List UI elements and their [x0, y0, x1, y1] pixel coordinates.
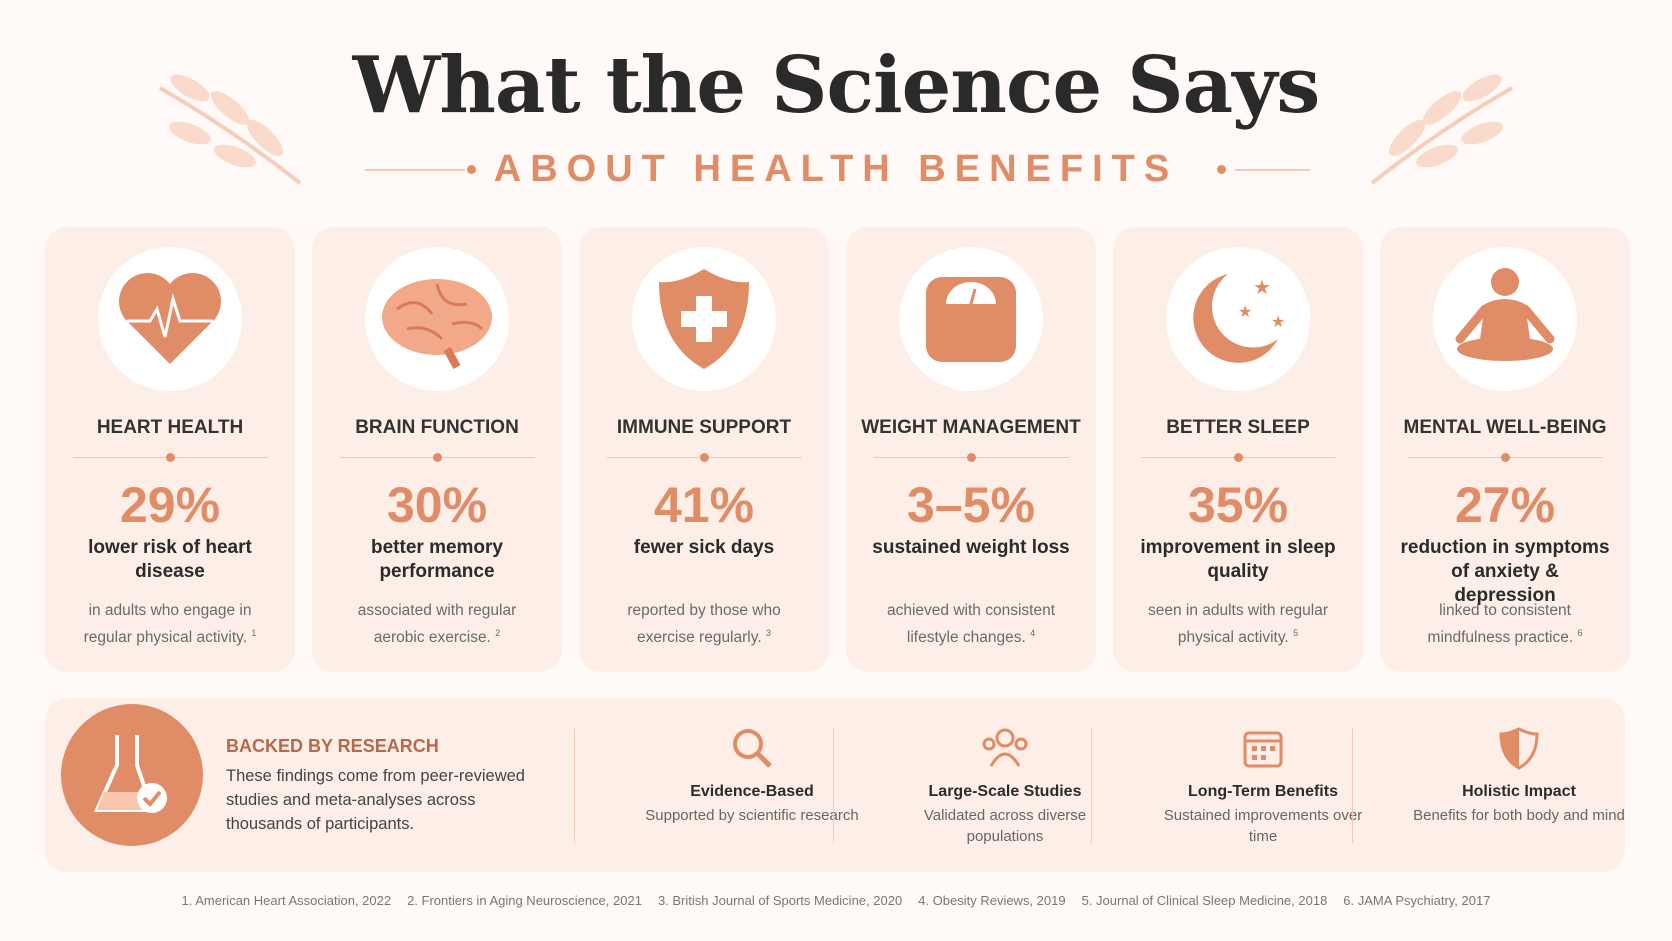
separator	[833, 728, 834, 843]
stat: 3–5%	[907, 477, 1035, 533]
divider	[1235, 169, 1310, 171]
reference: 4. Obesity Reviews, 2019	[918, 893, 1066, 908]
detail-text: associated with regular aerobic exercise…	[357, 602, 517, 647]
svg-text:★: ★	[1271, 314, 1285, 331]
stat: 35%	[1187, 477, 1289, 533]
dot	[467, 165, 476, 174]
detail-text: linked to consistent mindfulness practic…	[1427, 602, 1574, 647]
reference: 5. Journal of Clinical Sleep Medicine, 2…	[1081, 893, 1328, 908]
reference: 1. American Heart Association, 2022	[181, 893, 392, 908]
reference: 2. Frontiers in Aging Neuroscience, 2021	[407, 893, 642, 908]
research-title: BACKED BY RESEARCH	[226, 736, 439, 756]
card-title: MENTAL WELL-BEING	[1403, 417, 1607, 438]
card-title: HEART HEALTH	[96, 417, 244, 438]
footnote: 5	[1293, 628, 1299, 638]
svg-text:★: ★	[1238, 304, 1252, 321]
separator	[1407, 453, 1603, 462]
reference: 6. JAMA Psychiatry, 2017	[1343, 893, 1491, 908]
card: IMMUNE SUPPORT 41% fewer sick days repor…	[579, 227, 829, 672]
detail-text: seen in adults with regular physical act…	[1147, 602, 1329, 647]
research-panel: BACKED BY RESEARCH These findings come f…	[45, 698, 1625, 872]
detail-text: achieved with consistent lifestyle chang…	[886, 602, 1055, 647]
detail: linked to consistent mindfulness practic…	[1408, 600, 1602, 649]
feature: Long-Term Benefits Sustained improvements…	[1153, 726, 1373, 847]
card: WEIGHT MANAGEMENT 3–5% sustained weight …	[846, 227, 1096, 672]
title: What the Science Says	[352, 40, 1321, 131]
headline: reduction in symptoms of anxiety & depre…	[1400, 537, 1610, 606]
separator	[72, 453, 268, 462]
card: MENTAL WELL-BEING 27% reduction in sympt…	[1380, 227, 1630, 672]
stat: 41%	[653, 477, 755, 533]
stat: 27%	[1454, 477, 1556, 533]
card-title: BETTER SLEEP	[1166, 417, 1310, 438]
separator	[1091, 728, 1092, 843]
separator	[574, 728, 575, 843]
feature: Large-Scale Studies Validated across dive…	[895, 726, 1115, 847]
headline: lower risk of heart disease	[88, 537, 252, 582]
separator	[339, 453, 535, 462]
card-title: BRAIN FUNCTION	[355, 417, 519, 438]
feature: Holistic Impact Benefits for both body an…	[1409, 726, 1629, 826]
footnote: 1	[251, 628, 257, 638]
feature: Evidence-Based Supported by scientific re…	[642, 726, 862, 826]
feature-title: Large-Scale Studies	[928, 783, 1082, 800]
feature-text: Benefits for both body and mind	[1413, 807, 1625, 824]
detail: in adults who engage in regular physical…	[73, 600, 267, 649]
feature-text: Sustained improvements over time	[1163, 807, 1363, 845]
separator	[1140, 453, 1336, 462]
feature-title: Evidence-Based	[690, 783, 814, 800]
icon	[1433, 247, 1577, 391]
dot	[1217, 165, 1226, 174]
icon	[899, 247, 1043, 391]
footnote: 4	[1030, 628, 1036, 638]
headline: sustained weight loss	[872, 537, 1070, 558]
separator	[873, 453, 1069, 462]
card: HEART HEALTH 29% lower risk of heart dis…	[45, 227, 295, 672]
icon	[365, 247, 509, 391]
headline: fewer sick days	[633, 537, 775, 558]
feature-title: Long-Term Benefits	[1188, 783, 1338, 800]
detail: achieved with consistent lifestyle chang…	[874, 600, 1068, 649]
stat: 29%	[119, 477, 221, 533]
detail: reported by those who exercise regularly…	[607, 600, 801, 649]
footnote: 3	[765, 628, 771, 638]
card-title: IMMUNE SUPPORT	[616, 417, 792, 438]
flask-icon	[61, 704, 203, 846]
icon	[632, 247, 776, 391]
separator	[1352, 728, 1353, 843]
leaf-decoration	[1370, 74, 1513, 185]
research-text: These findings come from peer-reviewed s…	[226, 767, 525, 833]
subtitle: ABOUT HEALTH BENEFITS	[493, 148, 1179, 190]
separator	[606, 453, 802, 462]
cards: HEART HEALTH 29% lower risk of heart dis…	[45, 227, 1630, 672]
footnote: 6	[1577, 628, 1583, 638]
icon: ★ ★ ★	[1166, 247, 1310, 391]
headline: better memory performance	[371, 537, 503, 582]
divider	[365, 169, 465, 171]
detail: associated with regular aerobic exercise…	[340, 600, 534, 649]
references: 1. American Heart Association, 2022 2. F…	[0, 893, 1672, 908]
svg-text:★: ★	[1253, 277, 1271, 299]
card: BRAIN FUNCTION 30% better memory perform…	[312, 227, 562, 672]
headline: improvement in sleep quality	[1140, 537, 1336, 582]
leaf-decoration	[159, 74, 302, 185]
detail: seen in adults with regular physical act…	[1141, 600, 1335, 649]
icon	[98, 247, 242, 391]
reference: 3. British Journal of Sports Medicine, 2…	[657, 893, 903, 908]
card-title: WEIGHT MANAGEMENT	[861, 417, 1081, 438]
feature-text: Validated across diverse populations	[923, 807, 1087, 845]
card: ★ ★ ★ BETTER SLEEP 35% improvement in slee…	[1113, 227, 1363, 672]
detail-text: in adults who engage in regular physical…	[83, 602, 252, 647]
stat: 30%	[386, 477, 488, 533]
detail-text: reported by those who exercise regularly…	[627, 602, 781, 647]
footnote: 2	[495, 628, 501, 638]
feature-title: Holistic Impact	[1462, 783, 1576, 800]
feature-text: Supported by scientific research	[645, 807, 859, 824]
